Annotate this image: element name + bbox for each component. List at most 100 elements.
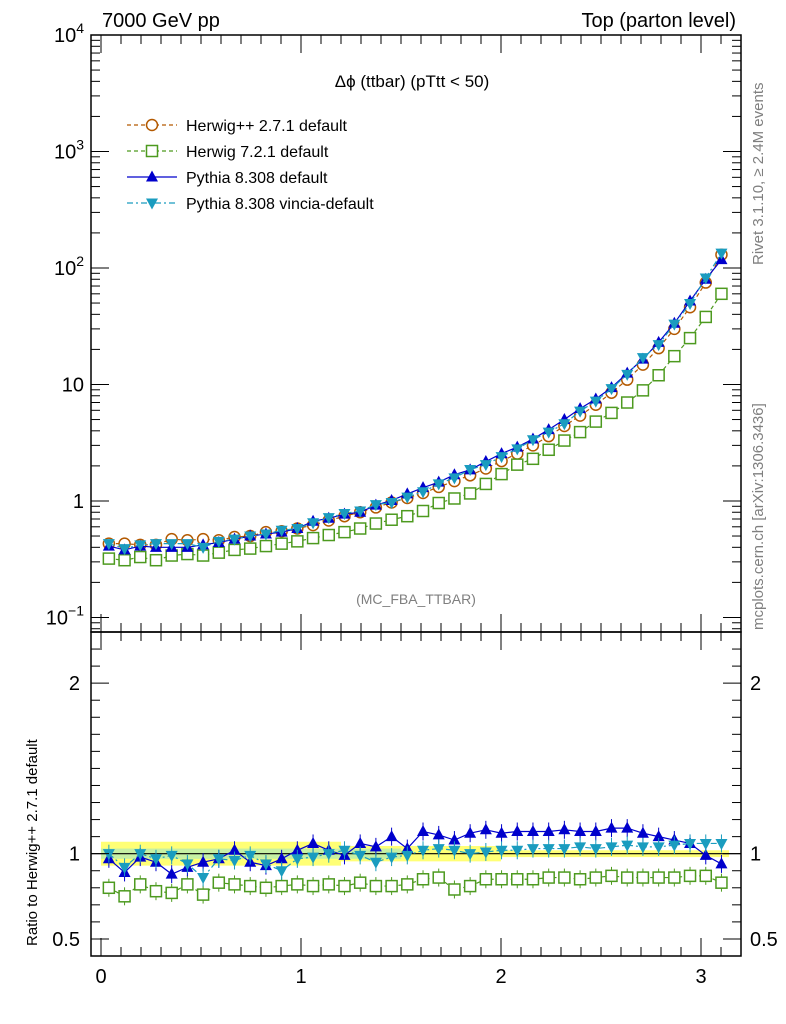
ratio-point-herwig-7-2-1-default xyxy=(511,873,524,886)
series-line-herwig-2-7-1-default xyxy=(108,254,722,546)
data-point-pythia-8-308-vincia-default xyxy=(369,500,382,512)
ratio-y-tick-label: 0.5 xyxy=(52,929,80,951)
y-tick-label: 10 xyxy=(62,374,84,396)
data-point-herwig-7-2-1-default xyxy=(573,425,587,439)
ratio-y-tick-label: 1 xyxy=(69,844,80,866)
ratio-plot-area xyxy=(102,819,728,906)
ratio-point-herwig-7-2-1-default xyxy=(228,878,241,891)
series-line-herwig-7-2-1-default xyxy=(108,293,722,561)
data-point-herwig-7-2-1-default xyxy=(715,287,728,301)
data-point-herwig-7-2-1-default xyxy=(401,509,414,523)
ratio-point-pythia-8-308-vincia-default xyxy=(338,845,351,857)
ratio-point-herwig-7-2-1-default xyxy=(416,873,430,886)
ratio-point-herwig-7-2-1-default xyxy=(448,883,461,896)
data-point-herwig-7-2-1-default xyxy=(495,467,508,481)
data-point-herwig-7-2-1-default xyxy=(526,452,540,466)
y-tick-label: 1 xyxy=(73,491,84,513)
ratio-point-pythia-8-308-default xyxy=(291,843,304,855)
ratio-point-pythia-8-308-vincia-default xyxy=(259,859,272,871)
ratio-point-pythia-8-308-vincia-default xyxy=(464,849,477,861)
ratio-point-pythia-8-308-vincia-default xyxy=(102,849,115,861)
rivet-label: Rivet 3.1.10, ≥ 2.4M events xyxy=(750,83,767,266)
ratio-point-herwig-7-2-1-default xyxy=(181,878,194,891)
data-point-pythia-8-308-vincia-default xyxy=(479,460,492,472)
data-point-pythia-8-308-vincia-default xyxy=(228,534,241,546)
ratio-point-pythia-8-308-default xyxy=(526,825,539,837)
legend-label-pythia-8-308-default: Pythia 8.308 default xyxy=(186,170,328,187)
ratio-point-pythia-8-308-vincia-default xyxy=(322,849,335,861)
data-point-pythia-8-308-vincia-default xyxy=(558,419,571,431)
ratio-point-pythia-8-308-vincia-default xyxy=(149,854,162,866)
ratio-point-herwig-7-2-1-default xyxy=(463,879,477,893)
data-point-herwig-7-2-1-default xyxy=(212,546,226,559)
data-point-pythia-8-308-vincia-default xyxy=(668,319,681,331)
data-point-pythia-8-308-vincia-default xyxy=(574,406,587,418)
ratio-point-herwig-7-2-1-default xyxy=(683,869,697,883)
ratio-line-pythia-8-308-vincia-default xyxy=(108,842,722,879)
ratio-point-herwig-7-2-1-default xyxy=(369,879,383,893)
ratio-point-pythia-8-308-default xyxy=(715,857,728,869)
data-point-pythia-8-308-vincia-default xyxy=(605,384,618,396)
ratio-point-herwig-7-2-1-default xyxy=(652,871,665,884)
data-point-herwig-7-2-1-default xyxy=(306,531,320,545)
series-line-pythia-8-308-default xyxy=(108,259,722,551)
ratio-frame xyxy=(90,631,742,957)
ratio-point-pythia-8-308-vincia-default xyxy=(244,850,257,862)
ratio-point-pythia-8-308-vincia-default xyxy=(118,862,131,874)
ratio-point-pythia-8-308-vincia-default xyxy=(684,838,697,850)
ratio-point-herwig-7-2-1-default xyxy=(165,886,178,900)
ratio-point-herwig-7-2-1-default xyxy=(102,881,116,895)
data-point-pythia-8-308-vincia-default xyxy=(699,273,712,285)
ratio-point-herwig-7-2-1-default xyxy=(322,878,336,891)
legend-label-herwig-7-2-1-default: Herwig 7.2.1 default xyxy=(186,144,329,161)
data-point-herwig-7-2-1-default xyxy=(338,525,351,539)
ratio-point-pythia-8-308-vincia-default xyxy=(401,850,414,862)
data-point-herwig-7-2-1-default xyxy=(683,331,697,345)
ratio-point-pythia-8-308-default xyxy=(307,836,320,848)
ratio-point-pythia-8-308-default xyxy=(605,821,618,833)
ratio-line-herwig-7-2-1-default xyxy=(108,875,722,898)
data-point-herwig-7-2-1-default xyxy=(448,492,461,505)
data-point-pythia-8-308-vincia-default xyxy=(542,427,555,439)
legend-label-herwig-2-7-1-default: Herwig++ 2.7.1 default xyxy=(186,118,348,135)
legend-marker-herwig-2-7-1-default xyxy=(145,118,159,132)
data-point-pythia-8-308-vincia-default xyxy=(149,539,162,551)
ratio-point-herwig-7-2-1-default xyxy=(196,888,210,901)
data-point-pythia-8-308-vincia-default xyxy=(464,465,477,477)
ratio-point-herwig-7-2-1-default xyxy=(134,878,147,891)
ratio-point-pythia-8-308-vincia-default xyxy=(134,849,147,861)
ratio-point-herwig-7-2-1-default xyxy=(432,871,445,884)
plot-title: Δϕ (ttbar) (pTtt < 50) xyxy=(335,72,490,91)
ratio-point-pythia-8-308-vincia-default xyxy=(448,845,461,857)
data-point-pythia-8-308-vincia-default xyxy=(401,492,414,504)
ratio-point-pythia-8-308-default xyxy=(699,848,712,860)
ratio-point-pythia-8-308-vincia-default xyxy=(385,852,398,864)
data-point-pythia-8-308-vincia-default xyxy=(684,299,697,311)
ratio-point-pythia-8-308-default xyxy=(511,825,524,837)
ratio-point-pythia-8-308-vincia-default xyxy=(307,852,320,864)
data-point-herwig-7-2-1-default xyxy=(479,477,493,491)
y-tick-label: 102 xyxy=(54,253,84,280)
data-point-pythia-8-308-vincia-default xyxy=(448,473,461,485)
ratio-point-herwig-7-2-1-default xyxy=(589,871,603,884)
ratio-point-pythia-8-308-vincia-default xyxy=(432,844,445,856)
header-right: Top (parton level) xyxy=(581,10,736,32)
data-point-pythia-8-308-vincia-default xyxy=(102,539,115,551)
ratio-point-pythia-8-308-default xyxy=(228,843,241,855)
data-point-herwig-7-2-1-default xyxy=(275,537,288,550)
data-point-pythia-8-308-vincia-default xyxy=(307,518,320,530)
data-point-pythia-8-308-vincia-default xyxy=(636,353,649,365)
ratio-point-pythia-8-308-default xyxy=(479,823,492,835)
ratio-point-herwig-7-2-1-default xyxy=(542,871,555,884)
mcplots-label: mcplots.cern.ch [arXiv:1306.3436] xyxy=(750,403,767,630)
ratio-point-herwig-7-2-1-default xyxy=(243,879,257,893)
data-point-herwig-7-2-1-default xyxy=(589,415,603,428)
ratio-point-herwig-7-2-1-default xyxy=(212,876,226,889)
ratio-y-tick-label: 2 xyxy=(69,673,80,695)
series-line-pythia-8-308-vincia-default xyxy=(108,252,722,550)
data-point-herwig-7-2-1-default xyxy=(259,539,273,553)
data-point-pythia-8-308-vincia-default xyxy=(338,509,351,521)
ratio-point-pythia-8-308-default xyxy=(369,840,382,852)
data-point-pythia-8-308-vincia-default xyxy=(354,506,367,518)
main-plot-area xyxy=(102,248,728,567)
